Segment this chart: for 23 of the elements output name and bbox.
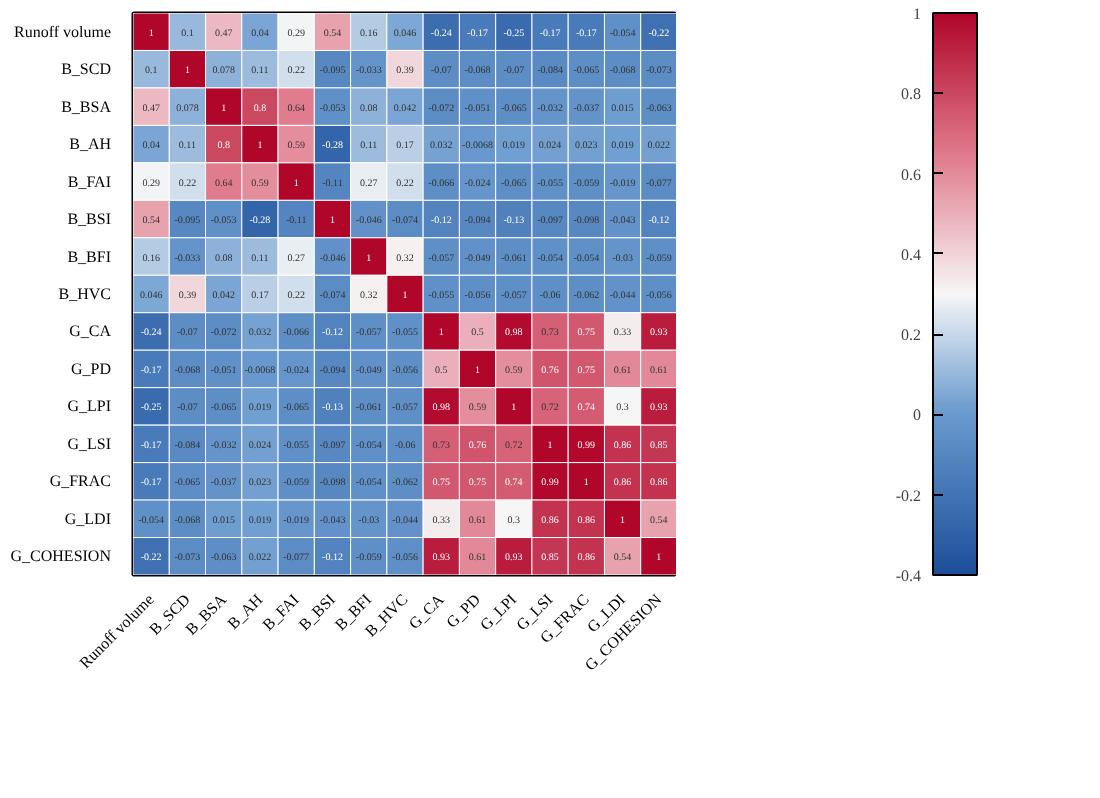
y-tick-label: G_LPI: [67, 397, 112, 416]
color-bar-label: 0.2: [901, 326, 921, 345]
y-tick-label: G_LDI: [64, 509, 112, 528]
y-tick-label: B_FAI: [67, 172, 112, 191]
y-tick-label: Runoff volume: [13, 22, 112, 41]
y-tick-label: G_LSI: [67, 434, 112, 453]
y-tick-label: B_BSI: [67, 210, 112, 229]
color-bar-label: 0.8: [901, 85, 921, 104]
color-bar-label: 0.6: [901, 165, 921, 184]
color-bar-label: -0.2: [895, 486, 922, 505]
color-bar-label: -0.4: [895, 567, 922, 585]
y-tick-label: B_AH: [69, 135, 112, 154]
y-tick-label: B_BSA: [61, 97, 112, 116]
y-tick-label: G_CA: [69, 322, 112, 341]
y-tick-label: G_FRAC: [49, 472, 112, 491]
y-tick-label: B_BFI: [67, 247, 112, 266]
y-tick-label: G_COHESION: [10, 547, 112, 566]
y-tick-label: G_PD: [70, 359, 112, 378]
y-tick-label: B_SCD: [61, 60, 112, 79]
color-bar-label: 1: [913, 5, 921, 23]
y-tick-label: B_HVC: [58, 285, 112, 303]
color-bar-label: 0: [913, 406, 921, 425]
color-bar-label: 0.4: [901, 245, 921, 264]
